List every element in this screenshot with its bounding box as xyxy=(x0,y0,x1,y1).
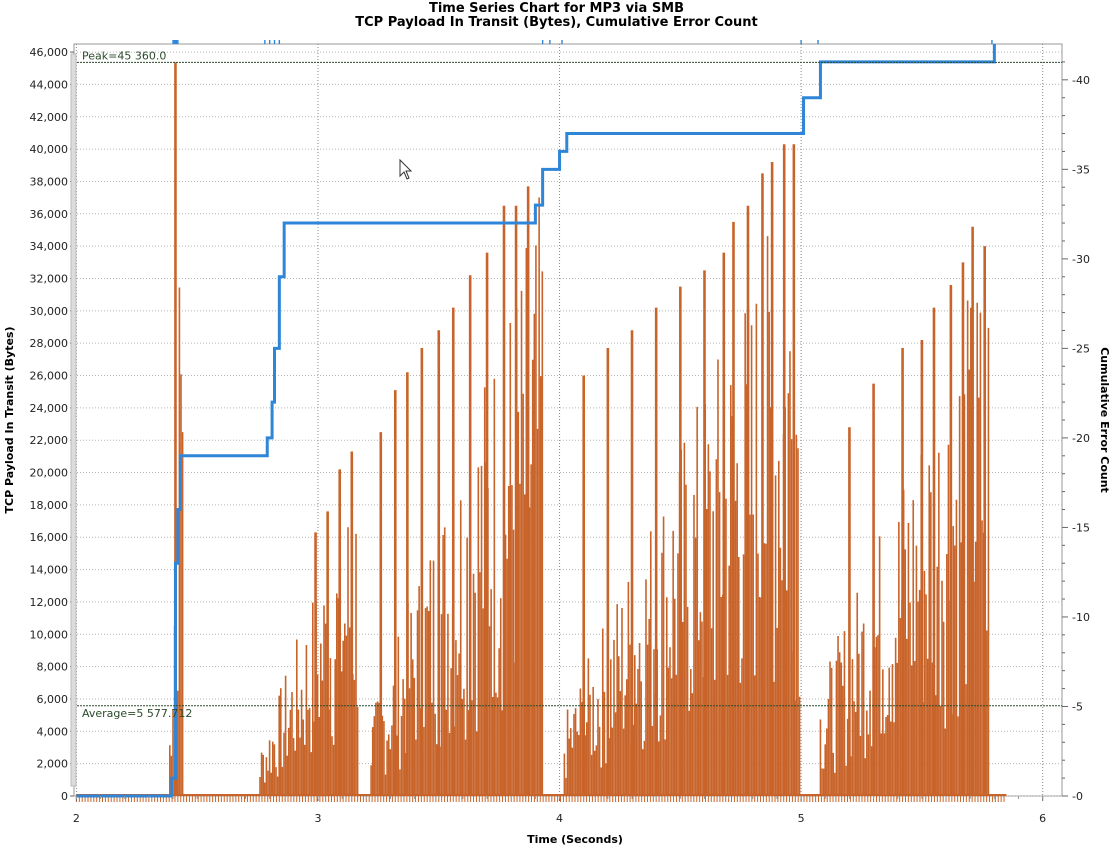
x-tick-label: 4 xyxy=(556,812,563,825)
y2-tick-label: -40 xyxy=(1072,74,1090,87)
y-tick-label: 0 xyxy=(61,790,68,803)
y-tick-label: 40,000 xyxy=(30,143,69,156)
zoom-scrollbar xyxy=(70,53,77,787)
y2-tick-label: -10 xyxy=(1072,611,1090,624)
y-axis-label: TCP Payload In Transit (Bytes) xyxy=(3,327,16,514)
y-tick-label: 34,000 xyxy=(30,240,69,253)
y2-tick-label: -15 xyxy=(1072,521,1090,534)
mouse-cursor-shape xyxy=(399,158,413,180)
y2-tick-label: -5 xyxy=(1072,700,1083,713)
y2-tick-label: -20 xyxy=(1072,432,1090,445)
y2-tick-label: -0 xyxy=(1072,790,1083,803)
y-tick-label: 26,000 xyxy=(30,370,69,383)
chart-title: Time Series Chart for MP3 via SMB xyxy=(428,1,685,16)
y-tick-label: 6,000 xyxy=(37,693,69,706)
y-tick-label: 28,000 xyxy=(30,337,69,350)
y-tick-label: 2,000 xyxy=(37,758,69,771)
peak-label: Peak=45 360.0 xyxy=(82,49,166,62)
x-tick-label: 6 xyxy=(1039,812,1046,825)
error-count-line xyxy=(76,44,996,798)
y-tick-label: 4,000 xyxy=(37,725,69,738)
y-tick-label: 10,000 xyxy=(30,628,69,641)
y-tick-label: 32,000 xyxy=(30,272,69,285)
chart-subtitle: TCP Payload In Transit (Bytes), Cumulati… xyxy=(355,15,758,30)
y-tick-label: 20,000 xyxy=(30,467,69,480)
error-count-series xyxy=(76,44,996,798)
y2-axis-label: Cumulative Error Count xyxy=(1098,347,1111,493)
y-tick-label: 22,000 xyxy=(30,434,69,447)
y2-tick-label: -35 xyxy=(1072,163,1090,176)
y-tick-label: 14,000 xyxy=(30,564,69,577)
y-tick-label: 44,000 xyxy=(30,78,69,91)
average-label: Average=5 577.712 xyxy=(82,707,192,720)
y-tick-label: 42,000 xyxy=(30,111,69,124)
y-tick-label: 12,000 xyxy=(30,596,69,609)
reference-lines: Peak=45 360.0 Average=5 577.712 xyxy=(74,49,1062,720)
y2-tick-label: -25 xyxy=(1072,342,1090,355)
y-tick-label: 16,000 xyxy=(30,531,69,544)
x-tick-label: 2 xyxy=(73,812,80,825)
x-tick-label: 3 xyxy=(314,812,321,825)
payload-series xyxy=(75,62,1007,802)
y-tick-label: 18,000 xyxy=(30,499,69,512)
y-tick-label: 38,000 xyxy=(30,175,69,188)
y-tick-label: 24,000 xyxy=(30,402,69,415)
event-rug xyxy=(172,40,993,44)
y-tick-label: 46,000 xyxy=(30,46,69,59)
y-tick-label: 8,000 xyxy=(37,661,69,674)
axes: 0 2,000 4,000 6,000 8,000 10,000 12,000 14,000 1… xyxy=(30,46,1090,825)
y-tick-label: 36,000 xyxy=(30,208,69,221)
y2-tick-label: -30 xyxy=(1072,253,1090,266)
x-axis-label: Time (Seconds) xyxy=(527,833,623,846)
mouse-cursor-icon xyxy=(399,158,413,180)
x-tick-label: 5 xyxy=(798,812,805,825)
y-tick-label: 30,000 xyxy=(30,305,69,318)
